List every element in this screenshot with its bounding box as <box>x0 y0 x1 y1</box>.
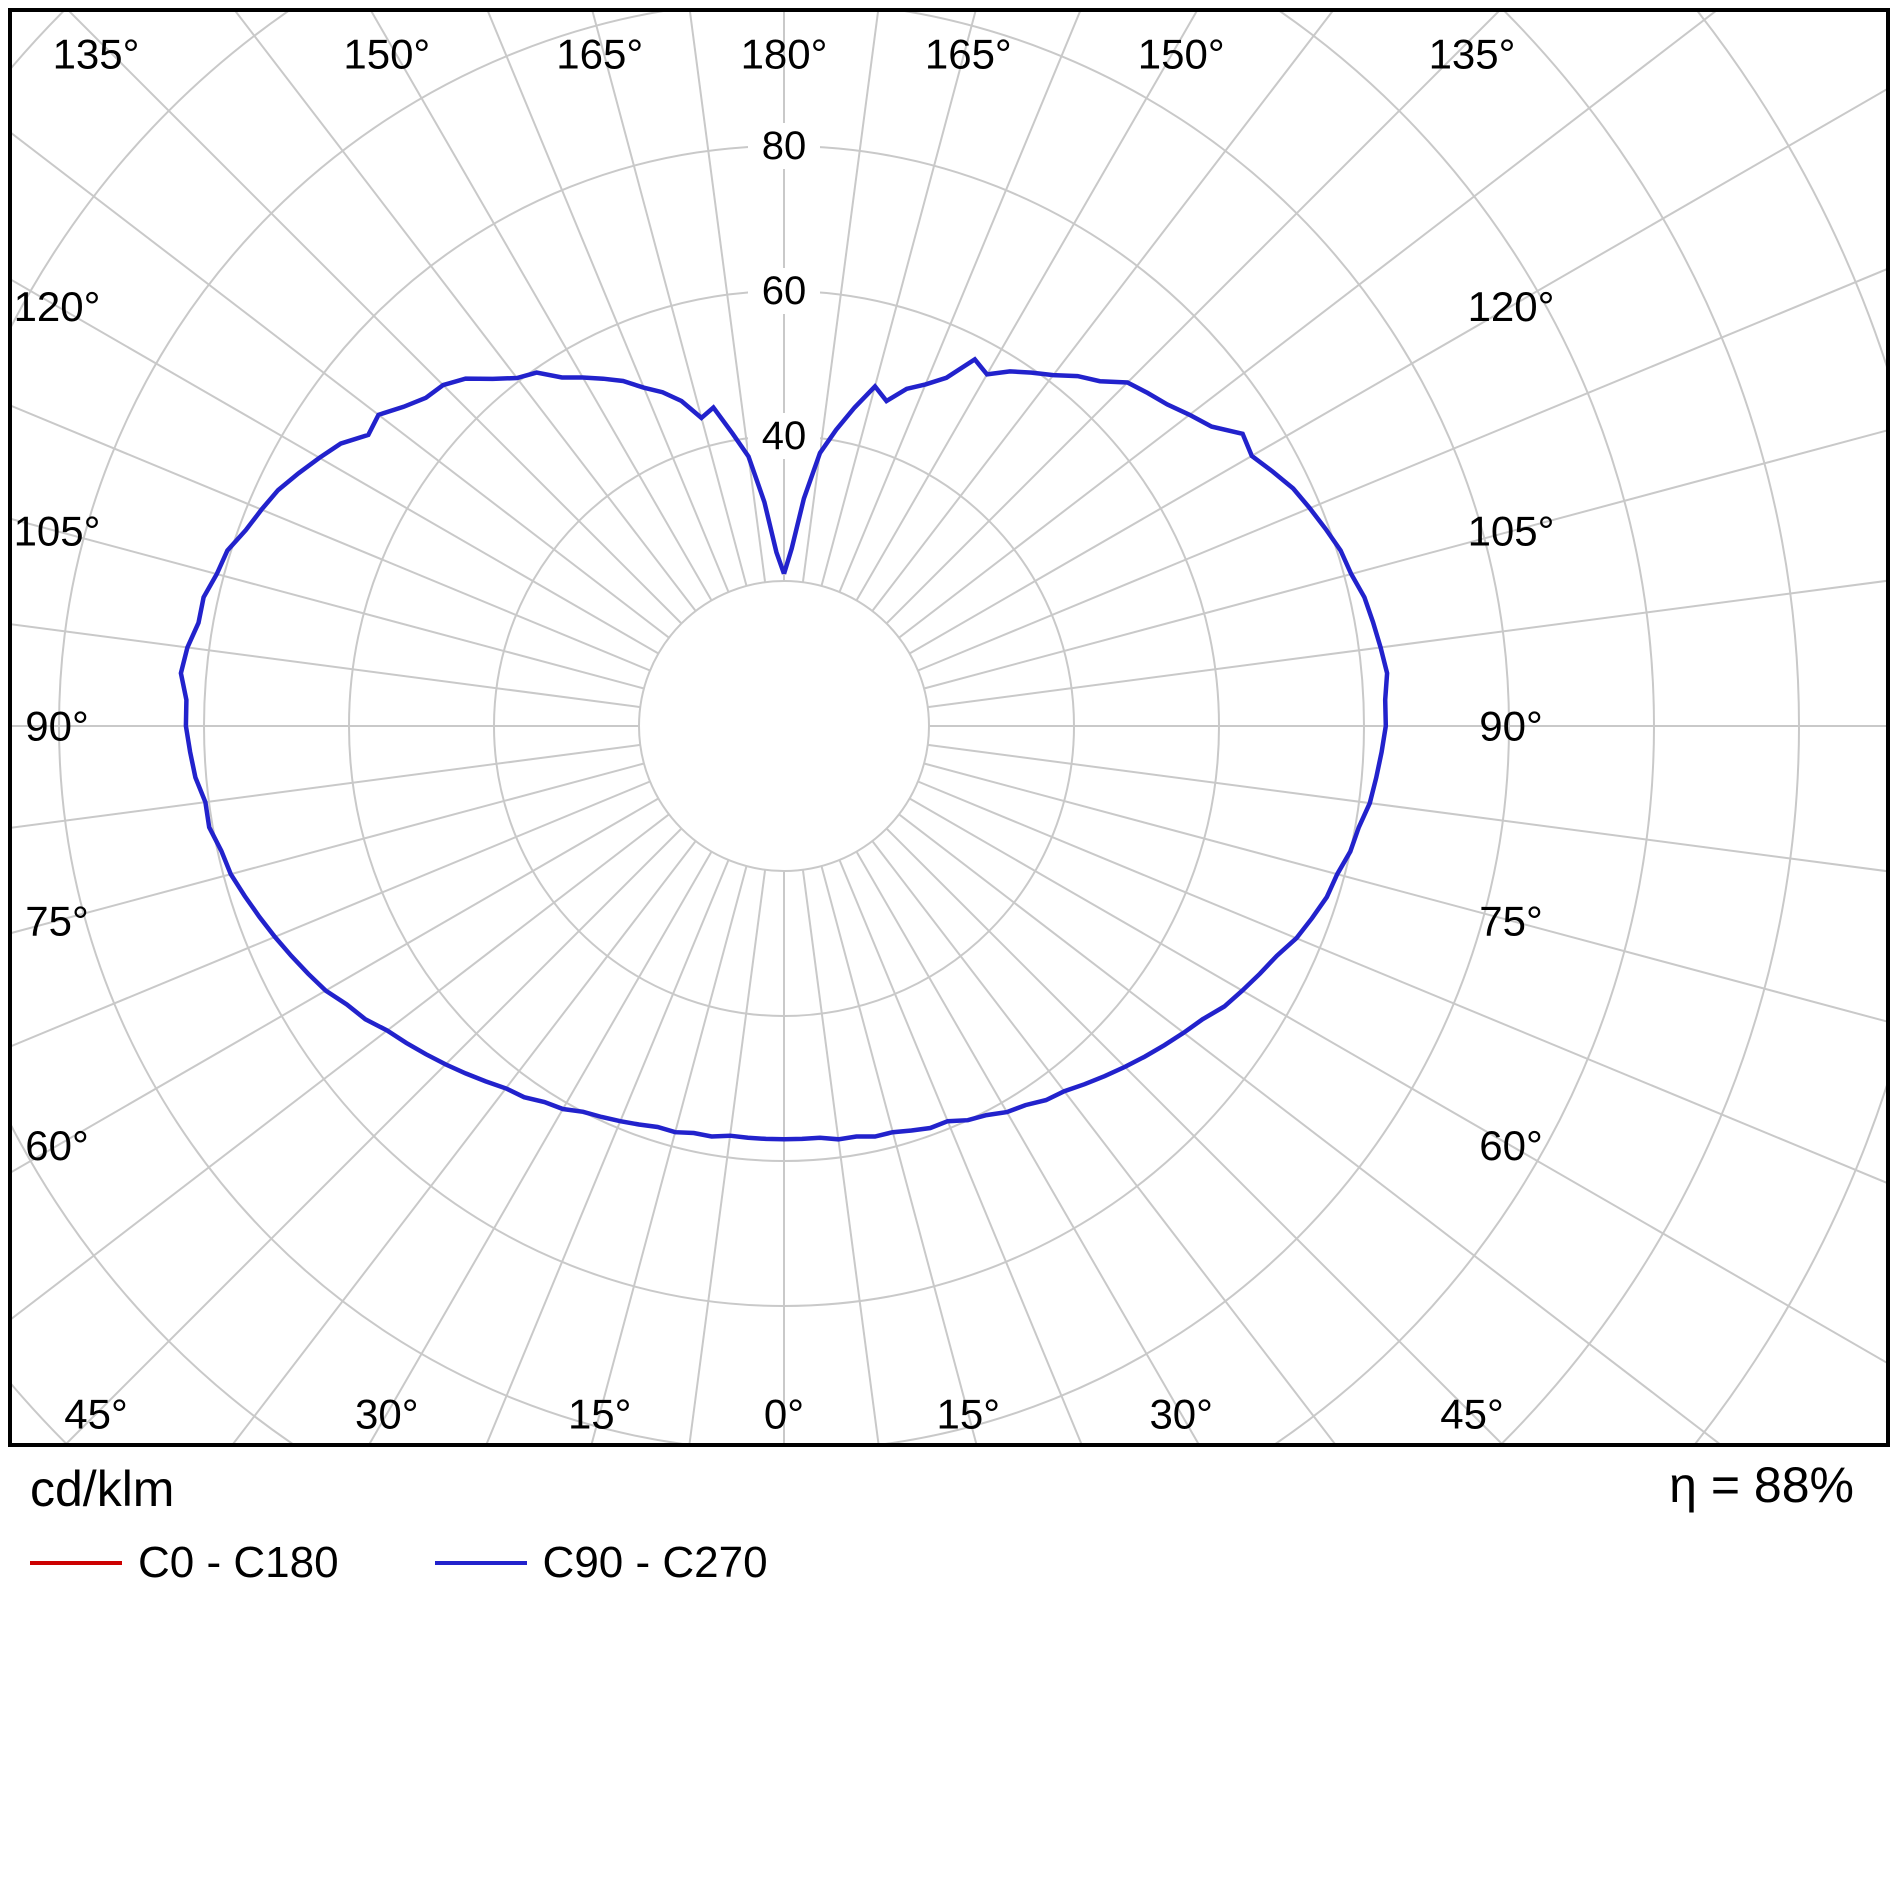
grid-spoke <box>871 840 1336 1443</box>
grid-spoke <box>12 743 641 829</box>
angle-tick-label: 135° <box>53 31 140 78</box>
legend-swatch-c90-c270 <box>434 1561 527 1565</box>
grid-spoke <box>12 797 659 1173</box>
grid-spoke <box>68 12 683 625</box>
angle-tick-label: 60° <box>25 1122 89 1169</box>
grid-circle <box>638 580 930 872</box>
angle-tick-label: 30° <box>1149 1391 1213 1438</box>
angle-tick-label: 75° <box>1479 897 1543 944</box>
angle-tick-label: 45° <box>64 1391 128 1438</box>
grid-spoke <box>688 869 767 1443</box>
unit-label: cd/klm <box>30 1461 175 1517</box>
grid-spoke <box>487 12 730 593</box>
angle-tick-label: 75° <box>25 897 89 944</box>
grid-spoke <box>801 869 880 1443</box>
grid-spoke <box>909 88 1886 655</box>
angle-tick-label: 105° <box>1468 508 1555 555</box>
grid-spoke <box>871 12 1334 612</box>
grid-spoke <box>838 12 1081 593</box>
grid-spoke <box>927 579 1886 709</box>
efficiency-label: η = 88% <box>1669 1457 1854 1513</box>
grid-spoke <box>689 12 767 583</box>
grid-spoke <box>12 132 670 639</box>
angle-tick-label: 45° <box>1440 1391 1504 1438</box>
angle-tick-label: 30° <box>355 1391 419 1438</box>
grid-spoke <box>591 12 748 587</box>
grid-spoke <box>590 865 748 1443</box>
radial-tick-backing <box>748 413 820 459</box>
angle-tick-label: 0° <box>764 1391 804 1438</box>
grid-spoke <box>485 859 730 1443</box>
grid-spoke <box>234 12 697 612</box>
angle-tick-label: 150° <box>1138 31 1225 78</box>
grid-spoke <box>820 865 978 1443</box>
grid-spoke <box>917 268 1886 672</box>
angle-tick-label: 165° <box>925 31 1012 78</box>
angle-tick-label: 105° <box>14 508 101 555</box>
angle-tick-label: 150° <box>343 31 430 78</box>
grid-spoke <box>838 859 1083 1443</box>
angle-tick-label: 90° <box>1479 703 1543 750</box>
chart-frame: 40 60 80 0° 15° 15° 30° 30° 45° 45° 60° 60° 75° 75° 90… <box>8 8 1890 1447</box>
angle-tick-label: 120° <box>1468 283 1555 330</box>
legend-swatch-c0-c180 <box>30 1561 122 1565</box>
radial-tick-backing <box>748 123 820 169</box>
angle-tick-label: 180° <box>741 31 828 78</box>
angle-tick-label: 15° <box>568 1391 632 1438</box>
polar-chart: 40 60 80 0° 15° 15° 30° 30° 45° 45° 60° 60° 75° 75° 90… <box>12 12 1886 1443</box>
grid-spoke <box>923 762 1886 1023</box>
grid-spoke <box>12 780 651 1047</box>
legend-label-c90-c270: C90 - C270 <box>542 1538 768 1587</box>
angle-tick-label: 90° <box>25 703 89 750</box>
grid-spoke <box>898 813 1721 1443</box>
grid-spoke <box>12 762 645 934</box>
angle-tick-label: 120° <box>14 283 101 330</box>
grid-spoke <box>12 518 645 690</box>
radial-tick-labels: 40 60 80 <box>748 123 820 459</box>
legend-label-c0-c180: C0 - C180 <box>138 1538 339 1587</box>
grid-spoke <box>820 12 977 587</box>
grid-spoke <box>885 827 1503 1443</box>
curve-c90-c270 <box>178 356 1390 1142</box>
grid-spoke <box>855 851 1200 1443</box>
grid-spoke <box>232 840 697 1443</box>
angle-tick-label: 60° <box>1479 1122 1543 1169</box>
grid-spoke <box>923 429 1886 690</box>
grid-spoke <box>909 797 1886 1364</box>
radial-tick-label: 40 <box>762 414 807 458</box>
legend-item-c0-c180: C0 - C180 <box>30 1538 339 1588</box>
radial-tick-backing <box>748 268 820 314</box>
polar-grid <box>12 12 1886 1443</box>
grid-spoke <box>12 623 641 709</box>
grid-spoke <box>370 12 713 601</box>
angle-tick-label: 135° <box>1429 31 1516 78</box>
grid-spoke <box>927 743 1886 873</box>
radial-tick-label: 60 <box>762 269 807 313</box>
angle-tick-label: 165° <box>556 31 643 78</box>
legend: C0 - C180 C90 - C270 <box>30 1538 768 1588</box>
grid-spoke <box>917 780 1886 1184</box>
angle-tick-labels: 0° 15° 15° 30° 30° 45° 45° 60° 60° 75° 75° 90° 90° 10… <box>14 31 1555 1438</box>
radial-tick-label: 80 <box>762 124 807 168</box>
grid-spoke <box>898 12 1717 639</box>
legend-item-c90-c270: C90 - C270 <box>434 1538 768 1588</box>
grid-spoke <box>12 405 651 672</box>
grid-spoke <box>12 279 659 655</box>
angle-tick-label: 15° <box>937 1391 1001 1438</box>
grid-spoke <box>885 12 1500 625</box>
grid-spoke <box>65 827 683 1443</box>
grid-spoke <box>801 12 879 583</box>
grid-circle <box>1694 12 1886 1443</box>
grid-spoke <box>12 813 670 1320</box>
grid-spoke <box>368 851 713 1443</box>
